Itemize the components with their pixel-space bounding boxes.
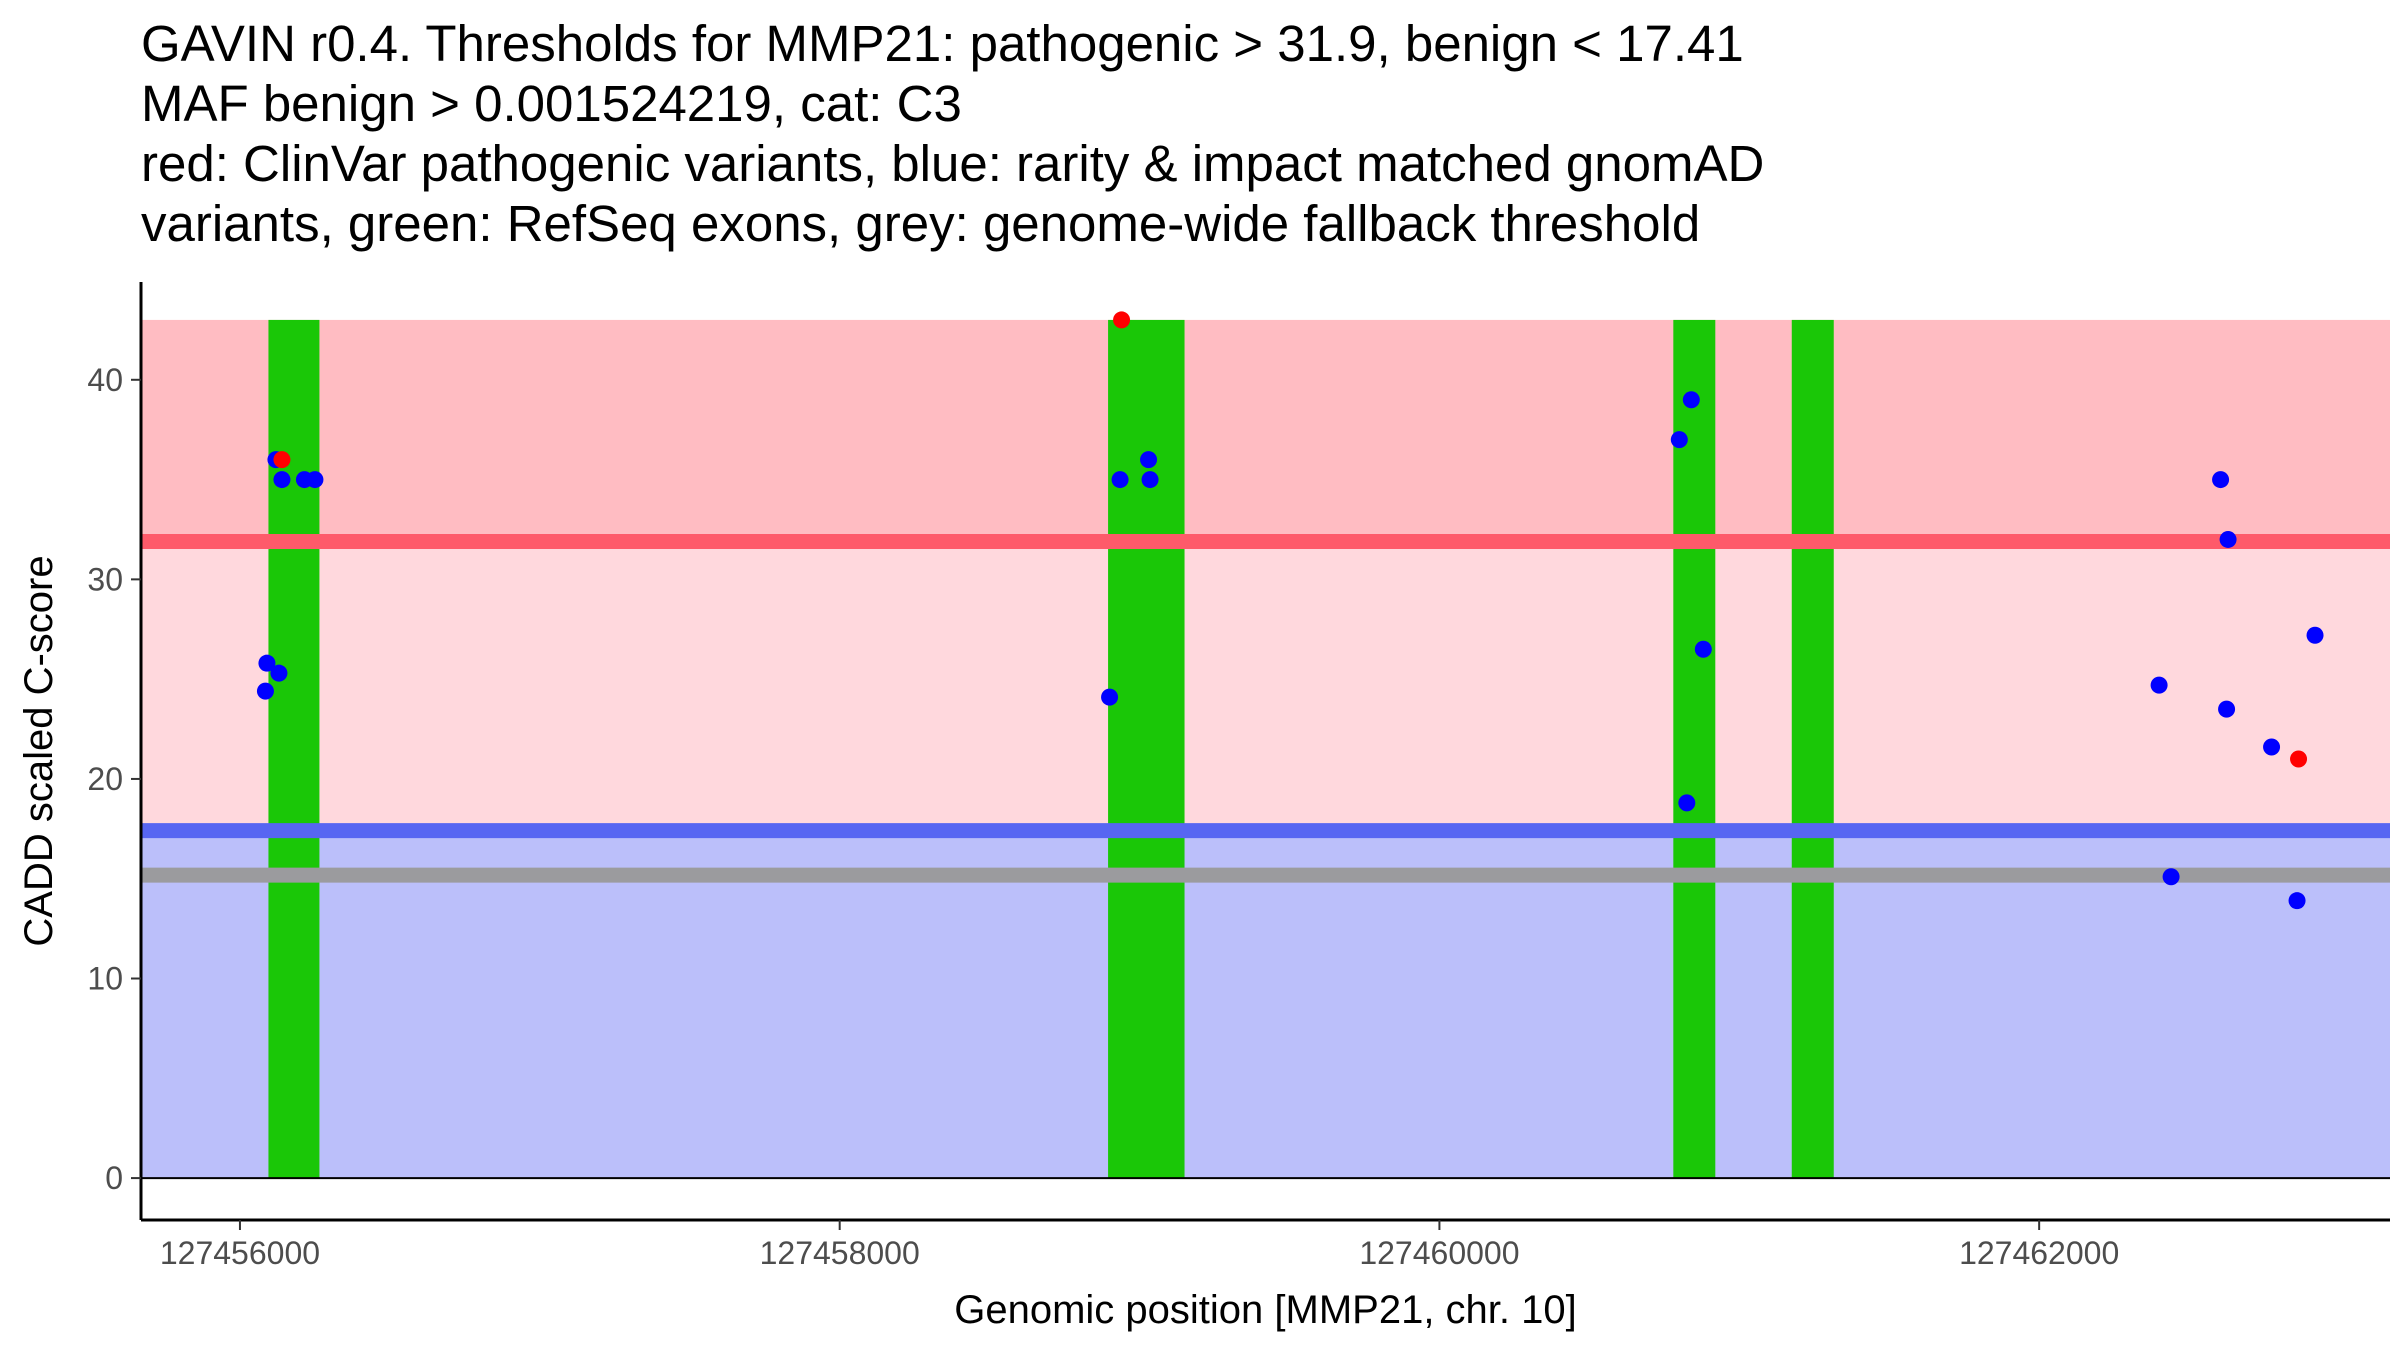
y-tick-label: 10 (87, 961, 123, 997)
gnomad-point-10 (1140, 451, 1158, 469)
x-tick-label: 127458000 (760, 1235, 920, 1271)
gnomad-point-4 (306, 471, 324, 489)
y-tick-label: 20 (87, 761, 123, 797)
gnomad-point-6 (270, 664, 288, 682)
exon-bar-2 (1108, 319, 1185, 1179)
gnomad-point-7 (256, 682, 274, 700)
x-tick-label: 127456000 (160, 1235, 320, 1271)
title-line-3: red: ClinVar pathogenic variants, blue: … (141, 135, 1765, 192)
title-line-4: variants, green: RefSeq exons, grey: gen… (141, 195, 1701, 252)
pathogenic-zone (141, 319, 2390, 542)
clinvar-point-2 (1113, 311, 1131, 329)
gnomad-point-9 (1111, 471, 1129, 489)
y-axis-ticks: 0 10 20 30 40 (87, 362, 141, 1196)
gnomad-point-23 (2288, 892, 2306, 910)
x-axis-label: Genomic position [MMP21, chr. 10] (954, 1288, 1577, 1332)
gnomad-point-20 (2218, 700, 2236, 718)
gnomad-point-18 (2212, 471, 2230, 489)
x-axis-ticks: 127456000 127458000 127460000 127462000 (160, 1220, 2119, 1271)
gnomad-point-15 (1678, 794, 1696, 812)
exon-bars (268, 319, 1834, 1179)
gnomad-point-17 (2162, 868, 2180, 886)
threshold-regions (141, 319, 2390, 1179)
x-tick-label: 127460000 (1359, 1235, 1519, 1271)
gnomad-point-2 (273, 471, 291, 489)
x-tick-label: 127462000 (1959, 1235, 2119, 1271)
gnomad-point-16 (2150, 676, 2168, 694)
chart-title: GAVIN r0.4. Thresholds for MMP21: pathog… (141, 14, 1764, 254)
gnomad-point-13 (1682, 391, 1700, 409)
axes (139, 282, 2390, 1222)
exon-bar-3 (1673, 319, 1716, 1179)
variant-points (256, 311, 2324, 910)
gnomad-point-14 (1694, 640, 1712, 658)
y-axis-label: CADD scaled C-score (17, 555, 61, 946)
gnomad-point-11 (1141, 471, 1159, 489)
uncertain-zone (141, 541, 2390, 831)
y-tick-label: 30 (87, 561, 123, 597)
title-line-2: MAF benign > 0.001524219, cat: C3 (141, 75, 962, 132)
exon-bar-1 (268, 319, 320, 1179)
gnomad-point-12 (1670, 431, 1688, 449)
benign-zone (141, 830, 2390, 1179)
clinvar-point-3 (2290, 750, 2308, 768)
gnomad-point-5 (258, 654, 276, 672)
gnomad-point-21 (2263, 738, 2281, 756)
y-tick-label: 40 (87, 362, 123, 398)
threshold-lines (141, 533, 2390, 883)
clinvar-point-1 (273, 451, 291, 469)
exon-bar-4 (1791, 319, 1834, 1179)
gnomad-point-19 (2219, 530, 2237, 548)
gnomad-point-8 (1101, 688, 1119, 706)
gnomad-point-22 (2306, 626, 2324, 644)
title-line-1: GAVIN r0.4. Thresholds for MMP21: pathog… (141, 15, 1744, 72)
y-tick-label: 0 (105, 1160, 123, 1196)
